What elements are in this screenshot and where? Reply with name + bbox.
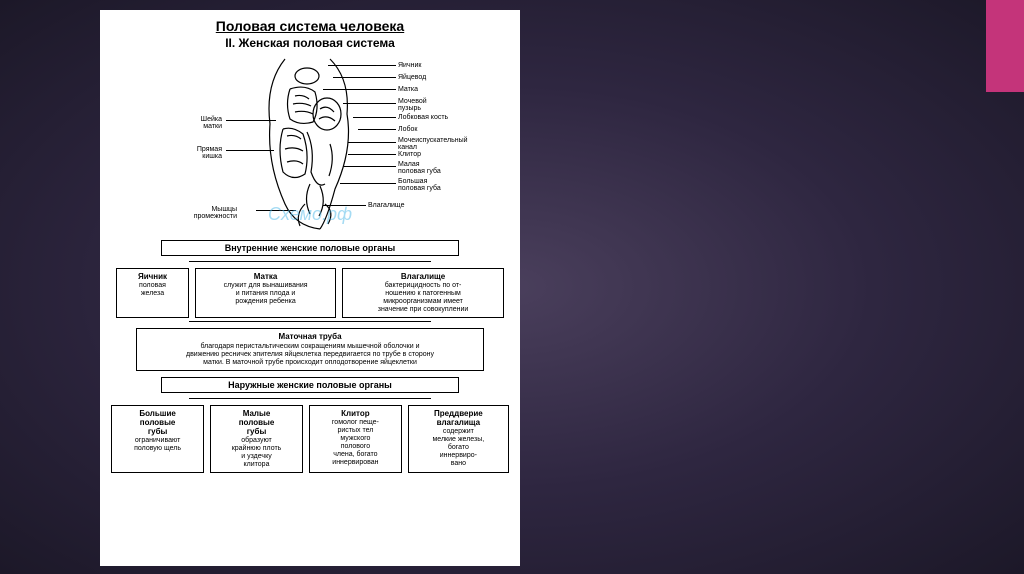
- leader-line: [333, 77, 396, 78]
- leader-line: [340, 183, 396, 184]
- box-clitoris: Клитор гомолог пеще-ристых телмужскогопо…: [309, 405, 402, 474]
- box-vagina: Влагалище бактерицидность по от-ношению …: [342, 268, 504, 318]
- label-cervix: Шейкаматки: [201, 116, 222, 130]
- box-labia-minora: Малыеполовыегубы образуюткрайнюю плотьи …: [210, 405, 303, 474]
- internal-row-2: Маточная труба благодаря перистальтическ…: [108, 328, 512, 370]
- box-body: бактерицидность по от-ношению к патогенн…: [378, 282, 469, 313]
- box-title: Малыеполовыегубы: [214, 409, 299, 437]
- box-title: Большиеполовыегубы: [115, 409, 200, 437]
- label-labia-minora: Малаяполовая губа: [398, 161, 441, 175]
- box-body: служит для вынашиванияи питания плода ир…: [224, 282, 308, 305]
- box-body: ограничиваютполовую щель: [134, 437, 181, 452]
- label-clitoris: Клитор: [398, 151, 421, 158]
- main-title: Половая система человека: [108, 18, 512, 34]
- box-title: Маточная труба: [140, 332, 479, 341]
- box-title: Матка: [199, 272, 332, 281]
- label-oviduct: Яйцевод: [398, 74, 426, 81]
- box-body: благодаря перистальтическим сокращениям …: [186, 343, 434, 366]
- box-body: гомолог пеще-ристых телмужскогополовогоч…: [332, 419, 379, 466]
- box-body: содержитмелкие железы,богатоиннервиро-ва…: [432, 428, 484, 467]
- label-rectum: Прямаякишка: [197, 146, 222, 160]
- connector: [108, 258, 512, 264]
- box-title: Влагалище: [346, 272, 500, 281]
- leader-line: [348, 154, 396, 155]
- leader-line: [226, 150, 274, 151]
- box-title: Яичник: [120, 272, 185, 281]
- label-pubis: Лобок: [398, 126, 417, 133]
- label-labia-majora: Большаяполовая губа: [398, 178, 441, 192]
- anatomy-diagram: Шейкаматки Прямаякишка Мышцыпромежности …: [108, 54, 512, 234]
- leader-line: [348, 142, 396, 143]
- leader-line: [323, 205, 366, 206]
- external-row: Большиеполовыегубы ограничиваютполовую щ…: [108, 405, 512, 474]
- box-title: Клитор: [313, 409, 398, 418]
- box-ovary: Яичник половаяжелеза: [116, 268, 189, 318]
- box-title: Преддвериевлагалища: [412, 409, 505, 427]
- leader-line: [226, 120, 276, 121]
- box-fallopian: Маточная труба благодаря перистальтическ…: [136, 328, 483, 370]
- connector: [108, 395, 512, 401]
- leader-line: [343, 103, 396, 104]
- label-urethra: Мочеиспускательныйканал: [398, 137, 468, 151]
- label-uterus: Матка: [398, 86, 418, 93]
- box-body: половаяжелеза: [139, 282, 166, 297]
- leader-line: [343, 166, 396, 167]
- connector: [108, 318, 512, 324]
- sub-title: II. Женская половая система: [108, 36, 512, 50]
- label-vagina: Влагалище: [368, 202, 405, 209]
- anatomy-svg: [235, 54, 385, 234]
- leader-line: [353, 117, 396, 118]
- label-perineum: Мышцыпромежности: [194, 206, 237, 220]
- internal-row-1: Яичник половаяжелеза Матка служит для вы…: [108, 268, 512, 318]
- box-uterus: Матка служит для вынашиванияи питания пл…: [195, 268, 336, 318]
- box-vestibule: Преддвериевлагалища содержитмелкие желез…: [408, 405, 509, 474]
- section-header-internal: Внутренние женские половые органы: [161, 240, 460, 256]
- section-header-external: Наружные женские половые органы: [161, 377, 460, 393]
- leader-line: [328, 65, 396, 66]
- label-bladder: Мочевойпузырь: [398, 98, 427, 112]
- leader-line: [323, 89, 396, 90]
- leader-line: [256, 210, 296, 211]
- accent-bar: [986, 0, 1024, 92]
- label-pubic-bone: Лобковая кость: [398, 114, 448, 121]
- label-ovary: Яичник: [398, 62, 421, 69]
- document-page: Половая система человека II. Женская пол…: [100, 10, 520, 566]
- box-body: образуюткрайнюю плотьи уздечкуклитора: [232, 437, 282, 468]
- leader-line: [358, 129, 396, 130]
- box-labia-majora: Большиеполовыегубы ограничиваютполовую щ…: [111, 405, 204, 474]
